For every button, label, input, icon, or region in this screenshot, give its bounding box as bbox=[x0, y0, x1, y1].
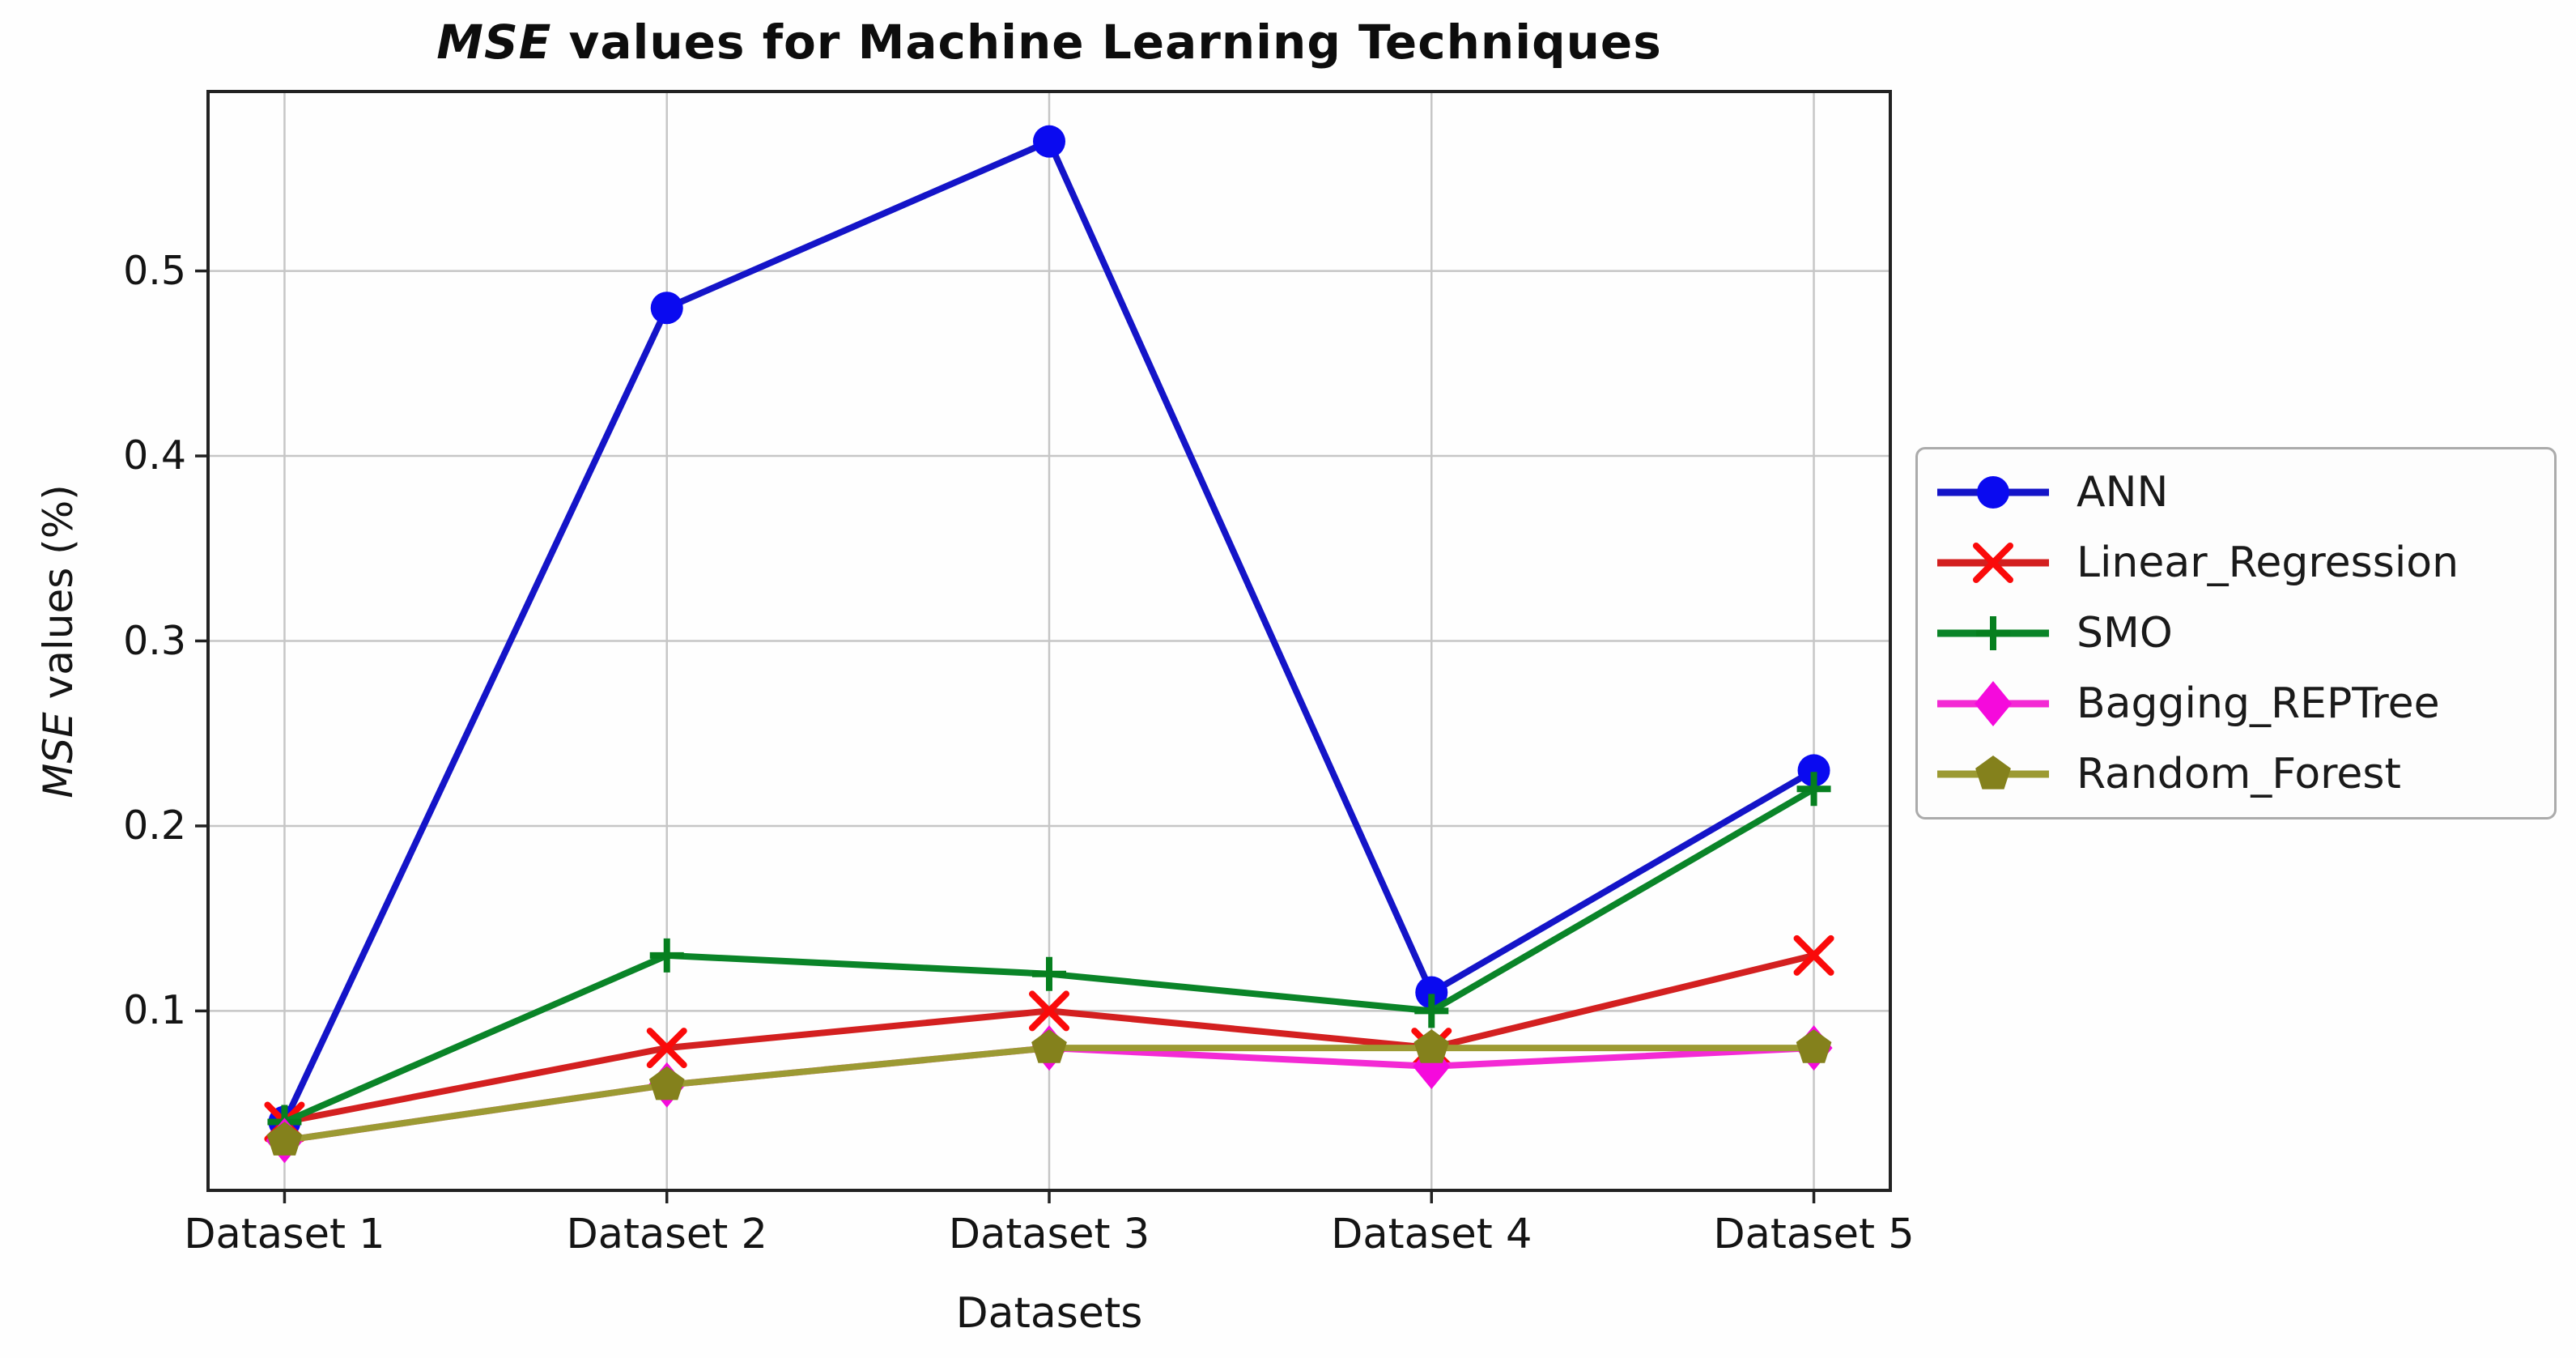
y-tick-label: 0.1 bbox=[123, 987, 186, 1034]
x-marker bbox=[646, 1028, 687, 1069]
x-tick-label: Dataset 5 bbox=[1713, 1211, 1915, 1258]
legend-item-smo: SMO bbox=[1932, 607, 2546, 659]
y-axis-label-italic: MSE bbox=[35, 712, 82, 798]
pentagon-marker bbox=[648, 1066, 685, 1100]
legend-label: SMO bbox=[2077, 608, 2173, 658]
circle-marker bbox=[650, 292, 683, 325]
y-tick-label: 0.5 bbox=[123, 247, 186, 294]
circle-marker bbox=[1415, 976, 1448, 1009]
x-marker bbox=[1029, 990, 1069, 1032]
plus-marker bbox=[1032, 956, 1066, 991]
x-axis-label: Datasets bbox=[955, 1289, 1143, 1338]
plus-marker bbox=[1976, 615, 2010, 650]
pentagon-marker bbox=[1413, 1029, 1450, 1063]
circle-marker bbox=[1797, 754, 1830, 787]
y-tick-label: 0.3 bbox=[123, 617, 186, 664]
legend-item-random-forest: Random_Forest bbox=[1932, 748, 2546, 800]
y-tick-label: 0.4 bbox=[123, 432, 186, 479]
legend-item-linear-regression: Linear_Regression bbox=[1932, 537, 2546, 589]
legend-label: Linear_Regression bbox=[2077, 539, 2459, 588]
diamond-legend-marker bbox=[1937, 680, 2049, 726]
circle-legend-marker bbox=[1937, 476, 2049, 509]
diamond-marker bbox=[1975, 680, 2012, 726]
legend-label: Random_Forest bbox=[2077, 749, 2401, 798]
plus-legend-marker bbox=[1937, 615, 2049, 650]
chart-title: MSE values for Machine Learning Techniqu… bbox=[208, 15, 1890, 70]
legend-item-bagging-reptree: Bagging_REPTree bbox=[1932, 678, 2546, 730]
pentagon-marker bbox=[1031, 1029, 1067, 1063]
tick-marks bbox=[195, 269, 1816, 1203]
chart-title-rest: values for Machine Learning Techniques bbox=[551, 15, 1662, 70]
plus-marker bbox=[1414, 994, 1449, 1028]
legend-label: Bagging_REPTree bbox=[2077, 679, 2440, 728]
x-marker bbox=[1793, 934, 1834, 976]
x-tick-label: Dataset 2 bbox=[566, 1211, 767, 1258]
pentagon-marker bbox=[266, 1122, 303, 1156]
series-smo bbox=[267, 772, 1831, 1139]
y-axis-label-rest: values (%) bbox=[35, 484, 82, 713]
x-legend-marker bbox=[1937, 543, 2049, 584]
legend-label: ANN bbox=[2077, 468, 2169, 517]
plus-marker bbox=[1796, 772, 1831, 807]
x-marker bbox=[1973, 543, 2013, 584]
circle-marker bbox=[1977, 476, 2009, 509]
pentagon-marker bbox=[1975, 755, 2011, 790]
legend: ANN Linear_Regression SMO Bagging_REPTree Ra… bbox=[1915, 447, 2557, 819]
legend-item-ann: ANN bbox=[1932, 466, 2546, 518]
chart-title-italic: MSE bbox=[436, 15, 552, 70]
y-tick-label: 0.2 bbox=[123, 802, 186, 849]
circle-marker bbox=[1033, 125, 1065, 158]
plus-marker bbox=[649, 938, 684, 973]
pentagon-legend-marker bbox=[1937, 755, 2049, 790]
x-tick-label: Dataset 4 bbox=[1331, 1211, 1532, 1258]
x-tick-label: Dataset 1 bbox=[184, 1211, 385, 1258]
pentagon-marker bbox=[1796, 1029, 1832, 1063]
series-random_forest bbox=[266, 1029, 1832, 1156]
x-tick-label: Dataset 3 bbox=[948, 1211, 1150, 1258]
